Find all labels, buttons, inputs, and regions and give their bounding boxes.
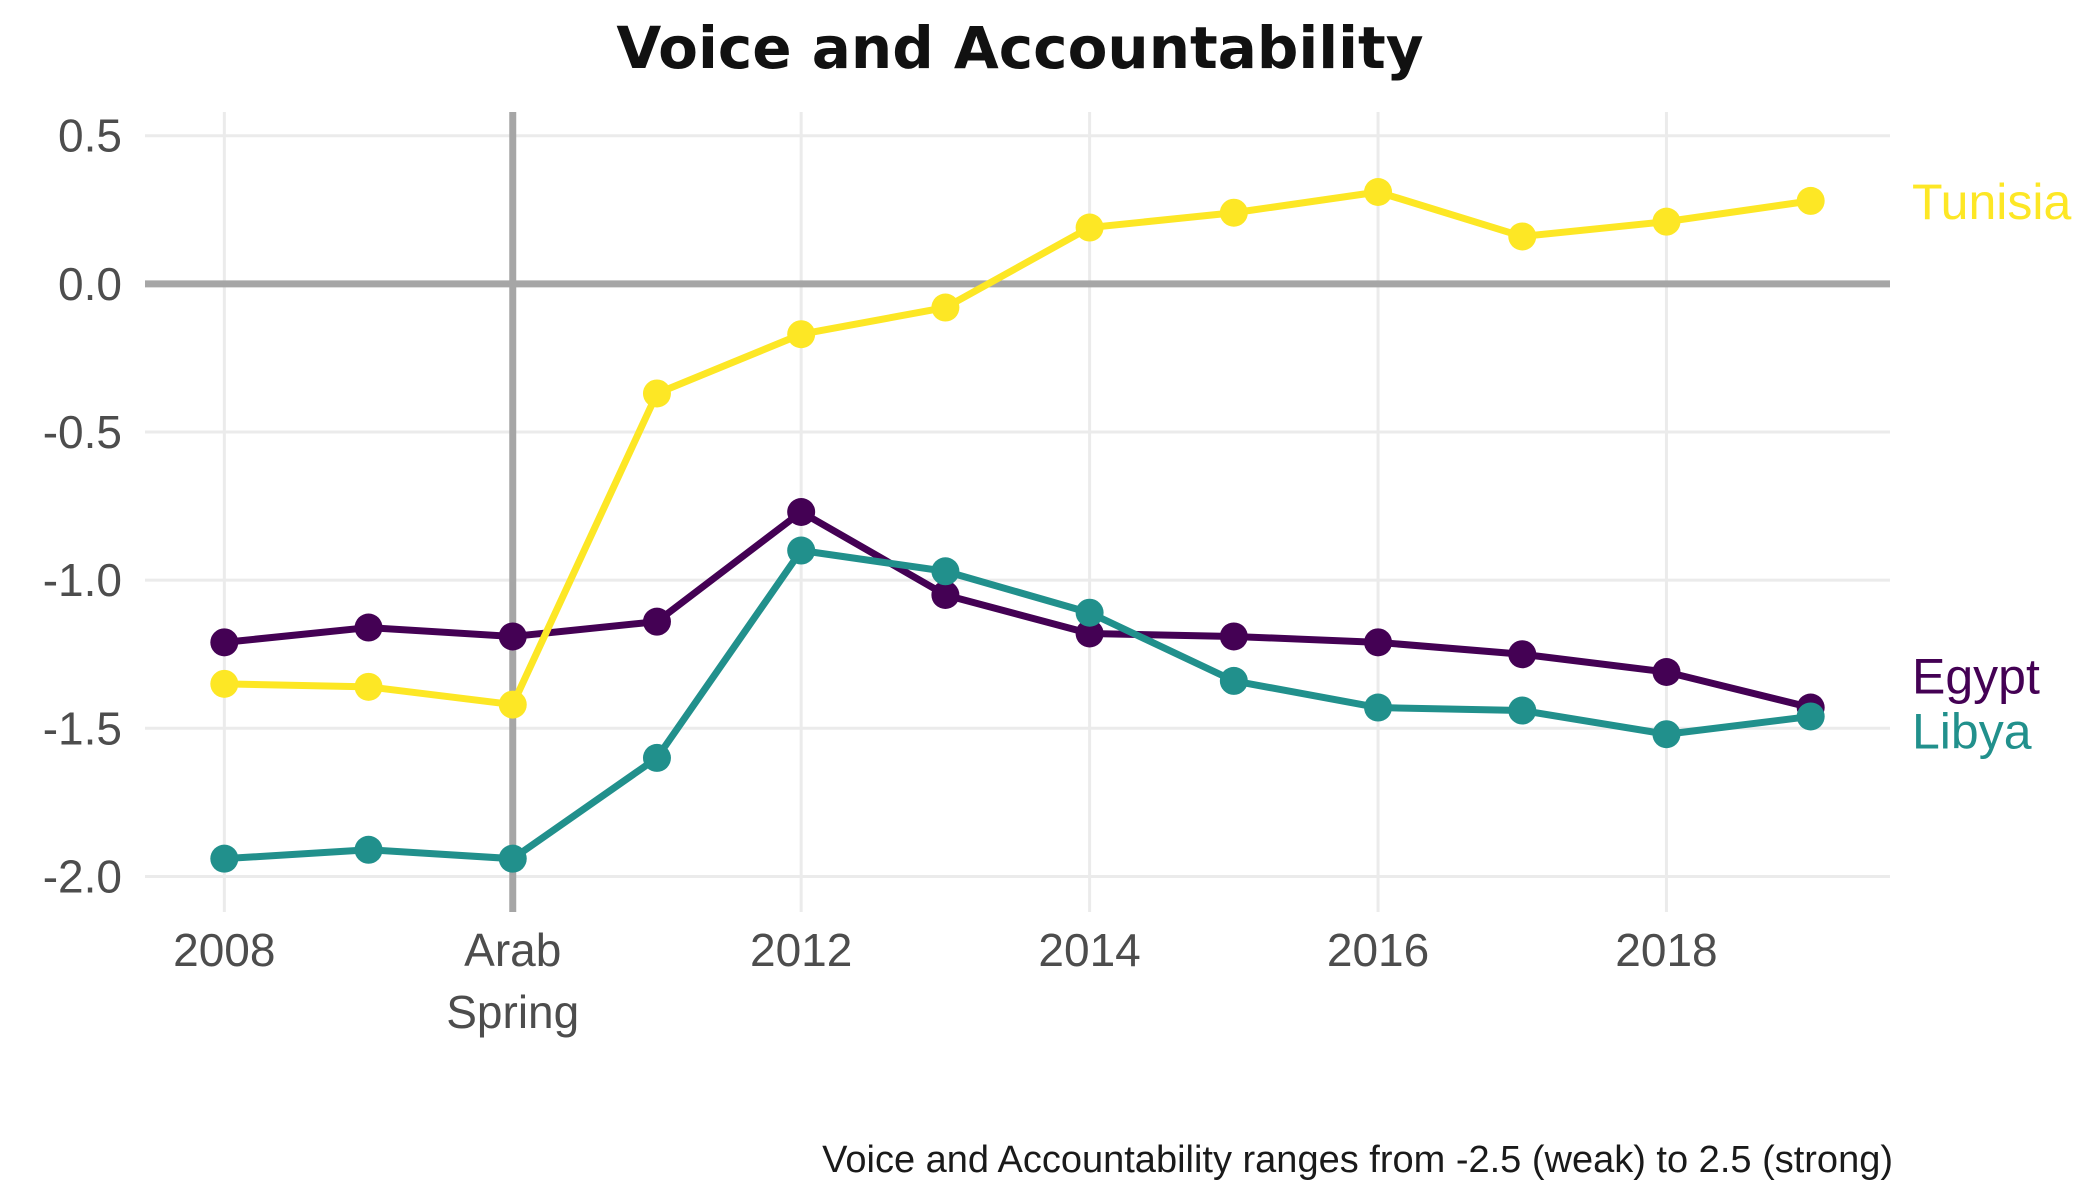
egypt-point-2015: [1219, 622, 1248, 651]
libya-series: [210, 536, 1825, 873]
tunisia-point-2016: [1364, 178, 1393, 206]
libya-point-2019: [1796, 702, 1825, 731]
tunisia-point-2010: [498, 690, 527, 719]
libya-line: [224, 547, 1812, 863]
tunisia-point-2015: [1219, 198, 1248, 227]
libya-point-2009: [354, 835, 383, 864]
egypt-point-2017: [1508, 640, 1537, 669]
y-axis-ticks: 0.5 0.0 -0.5 -1.0 -1.5 -2.0: [43, 110, 122, 903]
egypt-point-2010: [498, 622, 527, 651]
x-tick-label-5: 2018: [1615, 924, 1717, 976]
egypt-point-2011: [642, 607, 671, 636]
tunisia-point-2009: [354, 672, 383, 701]
x-tick-label-line: 2014: [1038, 924, 1140, 976]
y-tick-label-3: -1.0: [43, 554, 122, 606]
egypt-point-2013: [931, 580, 960, 609]
libya-point-2011: [642, 743, 671, 772]
egypt-label: Egypt: [1912, 649, 2040, 705]
egypt-line: [223, 508, 1812, 711]
tunisia-point-2013: [931, 293, 960, 322]
x-tick-label-line: Spring: [446, 986, 579, 1038]
tunisia-series: [210, 178, 1825, 719]
libya-point-2010: [498, 844, 527, 873]
libya-point-2008: [210, 844, 239, 873]
tunisia-point-2014: [1075, 213, 1104, 242]
tunisia-point-2008: [210, 669, 239, 698]
tunisia-point-2019: [1796, 186, 1825, 215]
libya-point-2013: [931, 557, 960, 586]
y-tick-label-1: 0.0: [58, 258, 122, 310]
libya-point-2017: [1508, 696, 1537, 725]
x-tick-label-line: Arab: [464, 924, 561, 976]
x-tick-label-1: Arab Spring: [446, 924, 579, 1038]
tunisia-label: Tunisia: [1912, 174, 2072, 230]
reference-lines: [145, 112, 1890, 912]
x-tick-label-4: 2016: [1327, 924, 1429, 976]
libya-point-2012: [787, 536, 816, 565]
x-tick-label-line: 2016: [1327, 924, 1429, 976]
libya-point-2016: [1364, 693, 1393, 722]
libya-point-2015: [1219, 666, 1248, 695]
series-layer: [210, 178, 1825, 873]
y-tick-label-5: -2.0: [43, 850, 122, 902]
egypt-point-2018: [1652, 658, 1681, 686]
egypt-point-2009: [354, 613, 383, 642]
y-tick-label-0: 0.5: [58, 110, 122, 162]
tunisia-point-2017: [1508, 222, 1537, 251]
x-tick-label-line: 2018: [1615, 924, 1717, 976]
x-axis-ticks: 2008 Arab Spring 2012 2014 2016 2018: [173, 924, 1717, 1038]
y-tick-label-4: -1.5: [43, 702, 122, 754]
egypt-series: [210, 498, 1825, 722]
tunisia-point-2011: [642, 379, 671, 408]
libya-label: Libya: [1912, 703, 2032, 759]
chart-title: Voice and Accountability: [616, 14, 1423, 82]
x-tick-label-3: 2014: [1038, 924, 1140, 976]
egypt-point-2008: [210, 628, 239, 657]
chart-caption: Voice and Accountability ranges from -2.…: [822, 1139, 1893, 1181]
tunisia-point-2012: [787, 320, 816, 349]
x-tick-label-line: 2008: [173, 924, 275, 976]
libya-point-2018: [1652, 720, 1681, 749]
x-tick-label-0: 2008: [173, 924, 275, 976]
tunisia-point-2018: [1652, 207, 1681, 236]
egypt-point-2012: [787, 498, 816, 526]
libya-point-2014: [1075, 598, 1104, 627]
tunisia-line: [224, 188, 1812, 709]
egypt-point-2014: [1075, 619, 1104, 648]
grid-layer: [145, 112, 1890, 912]
egypt-point-2016: [1364, 628, 1393, 657]
x-tick-label-line: 2012: [750, 924, 852, 976]
x-tick-label-2: 2012: [750, 924, 852, 976]
y-tick-label-2: -0.5: [43, 406, 122, 458]
